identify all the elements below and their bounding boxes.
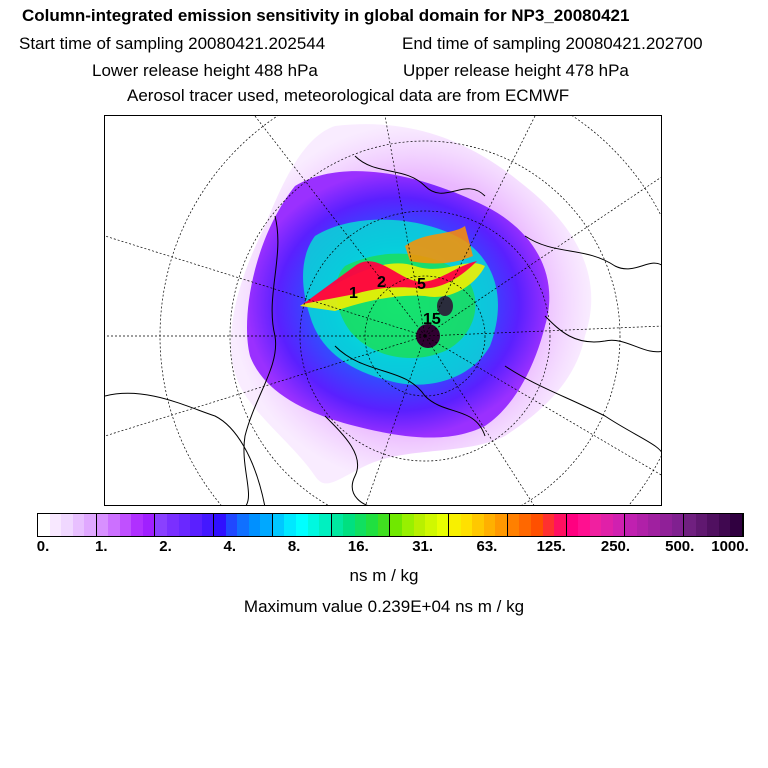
transport-path-red — [303, 261, 477, 304]
colorbar-swatch — [248, 514, 261, 536]
colorbar-swatch — [566, 514, 579, 536]
colorbar-swatch — [425, 514, 437, 536]
colorbar-swatch — [260, 514, 273, 536]
transport-path-orange — [405, 226, 473, 264]
colorbar-swatch — [119, 514, 132, 536]
colorbar-tick-label: 8. — [287, 538, 301, 555]
path-label-5: 5 — [417, 276, 426, 293]
colorbar-swatch — [366, 514, 378, 536]
colorbar-swatch — [108, 514, 120, 536]
tracer-info-text: Aerosol tracer used, meteorological data… — [127, 86, 570, 105]
colorbar-swatch — [319, 514, 332, 536]
maximum-value-text: Maximum value 0.239E+04 ns m / kg — [243, 597, 525, 616]
colorbar-swatch — [155, 514, 168, 536]
colorbar-swatch — [307, 514, 320, 536]
path-label-2: 2 — [377, 274, 386, 291]
colorbar-swatch — [718, 514, 731, 536]
colorbar-swatch — [354, 514, 367, 536]
colorbar — [37, 513, 744, 537]
colorbar-swatch — [589, 514, 602, 536]
colorbar-swatch — [413, 514, 426, 536]
colorbar-swatch — [390, 514, 402, 536]
colorbar-tick-label: 1. — [95, 538, 108, 555]
coastlines — [105, 155, 661, 505]
colorbar-tick-label: 125. — [536, 538, 566, 555]
graticule — [105, 116, 661, 505]
colorbar-swatch — [636, 514, 649, 536]
colorbar-swatch — [214, 514, 226, 536]
colorbar-swatch — [601, 514, 613, 536]
colorbar-swatch — [542, 514, 555, 536]
upper-release-text: Upper release height 478 hPa — [403, 61, 629, 80]
colorbar-swatch — [201, 514, 215, 536]
colorbar-tick-label: 16. — [347, 538, 369, 555]
colorbar-tick-label: 2. — [159, 538, 172, 555]
colorbar-swatch — [167, 514, 179, 536]
colorbar-swatch — [84, 514, 97, 536]
colorbar-swatch — [131, 514, 143, 536]
colorbar-swatch — [225, 514, 238, 536]
colorbar-swatch — [436, 514, 450, 536]
path-label-15: 15 — [423, 311, 441, 328]
colorbar-swatch — [284, 514, 297, 536]
colorbar-swatch — [648, 514, 660, 536]
colorbar-swatch — [237, 514, 249, 536]
map-panel: 1 2 5 15 — [104, 115, 662, 506]
colorbar-swatch — [530, 514, 543, 536]
polar-map: 1 2 5 15 — [105, 116, 661, 505]
lower-release-text: Lower release height 488 hPa — [92, 61, 318, 80]
colorbar-swatch — [296, 514, 308, 536]
colorbar-swatch — [61, 514, 73, 536]
colorbar-swatch — [96, 514, 109, 536]
colorbar-swatch — [483, 514, 496, 536]
start-time-text: Start time of sampling 20080421.202544 — [19, 34, 326, 53]
path-label-1: 1 — [349, 285, 358, 302]
colorbar-swatch — [460, 514, 473, 536]
colorbar-swatch — [519, 514, 531, 536]
colorbar-swatch — [142, 514, 156, 536]
colorbar-swatch — [49, 514, 62, 536]
colorbar-swatch — [343, 514, 355, 536]
colorbar-tick-label: 4. — [223, 538, 237, 555]
colorbar-swatch — [625, 514, 637, 536]
colorbar-swatch — [190, 514, 202, 536]
colorbar-tick-label: 31. — [412, 538, 434, 555]
colorbar-swatch — [38, 514, 50, 536]
colorbar-swatch — [178, 514, 191, 536]
colorbar-swatch — [72, 514, 85, 536]
colorbar-swatch — [684, 514, 696, 536]
source-region — [416, 324, 440, 348]
colorbar-tick-label: 500. — [665, 538, 695, 555]
source-region-2 — [437, 296, 453, 316]
colorbar-swatch — [377, 514, 391, 536]
colorbar-swatch — [578, 514, 590, 536]
colorbar-swatch — [707, 514, 719, 536]
colorbar-tick-label: 250. — [600, 538, 631, 555]
colorbar-tick-label: 0. — [36, 538, 50, 555]
colorbar-swatch — [730, 514, 743, 536]
colorbar-swatch — [449, 514, 461, 536]
plot-title: Column-integrated emission sensitivity i… — [22, 6, 630, 25]
colorbar-swatch — [331, 514, 344, 536]
colorbar-tick-label: 63. — [476, 538, 498, 555]
end-time-text: End time of sampling 20080421.202700 — [402, 34, 703, 53]
colorbar-swatch — [495, 514, 508, 536]
colorbar-swatch — [507, 514, 520, 536]
colorbar-units: ns m / kg — [349, 566, 419, 585]
colorbar-swatch — [401, 514, 414, 536]
colorbar-swatch — [612, 514, 626, 536]
colorbar-swatch — [671, 514, 685, 536]
colorbar-swatch — [659, 514, 672, 536]
colorbar-swatch — [695, 514, 708, 536]
colorbar-swatch — [554, 514, 567, 536]
colorbar-swatch — [272, 514, 285, 536]
colorbar-swatch — [472, 514, 484, 536]
colorbar-tick-label: 1000. — [711, 538, 749, 555]
